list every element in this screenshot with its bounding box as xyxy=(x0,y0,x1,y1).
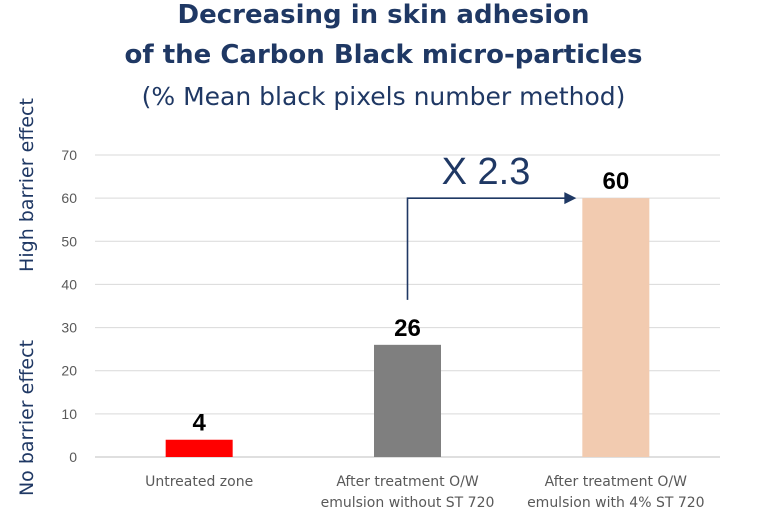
no-barrier-effect-label: No barrier effect xyxy=(16,340,38,496)
x-tick-label: emulsion without ST 720 xyxy=(321,495,495,511)
y-tick-label: 20 xyxy=(61,363,77,379)
chart-title-line-1: Decreasing in skin adhesion xyxy=(177,0,590,30)
y-tick-label: 70 xyxy=(61,147,77,163)
x-tick-label: emulsion with 4% ST 720 xyxy=(527,495,705,511)
arrow-head xyxy=(564,192,577,205)
comparison-arrow xyxy=(406,192,577,300)
x-axis-labels: Untreated zone After treatment O/W emulsio… xyxy=(145,474,704,511)
y-tick-label: 40 xyxy=(61,276,77,292)
bar-value-label: 4 xyxy=(192,410,206,437)
y-axis-ticks: 0 10 20 30 40 50 60 70 xyxy=(61,147,77,465)
y-tick-label: 10 xyxy=(61,406,77,422)
x-tick-label: Untreated zone xyxy=(145,474,253,490)
bar-value-label: 26 xyxy=(394,315,421,342)
comparison-ratio-label: X 2.3 xyxy=(442,151,531,193)
y-tick-label: 50 xyxy=(61,233,77,249)
bar xyxy=(165,439,233,457)
bar xyxy=(374,344,441,457)
high-barrier-effect-label: High barrier effect xyxy=(16,98,38,272)
y-tick-label: 60 xyxy=(61,190,77,206)
bar xyxy=(582,198,650,457)
bar-value-label: 60 xyxy=(602,168,629,195)
chart-title-line-2: of the Carbon Black micro-particles xyxy=(124,40,643,70)
x-tick-label: After treatment O/W xyxy=(336,474,478,490)
bars xyxy=(165,198,650,457)
y-tick-label: 0 xyxy=(69,449,77,465)
y-tick-label: 30 xyxy=(61,320,77,336)
x-tick-label: After treatment O/W xyxy=(545,474,687,490)
arrow-line xyxy=(406,197,569,300)
chart-subtitle: (% Mean black pixels number method) xyxy=(141,82,626,111)
value-labels: 4 26 60 xyxy=(192,168,629,437)
